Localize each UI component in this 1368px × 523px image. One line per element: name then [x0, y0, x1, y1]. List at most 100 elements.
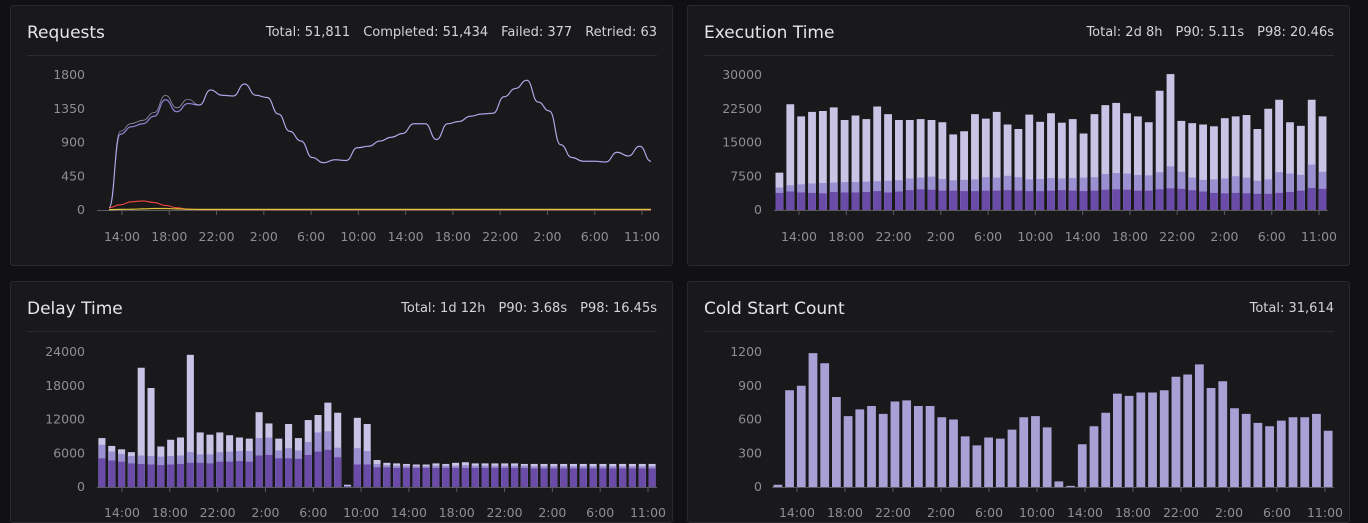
- x-tick-label: 11:00: [1301, 229, 1337, 244]
- cold-start-bar-chart[interactable]: 0 300 600 900 1200 14:00 18:00 22:00 2:00 6:00 10:…: [688, 282, 1349, 522]
- bar-median: [167, 464, 175, 487]
- cold-start-bar: [1171, 376, 1181, 487]
- bar-p98: [1014, 129, 1023, 210]
- x-tick-label: 6:00: [297, 229, 325, 244]
- y-tick-label: 900: [738, 378, 762, 393]
- requests-title: Requests: [27, 23, 105, 43]
- execution-bar-chart[interactable]: 0 7500 15000 22500 30000 14:00 18:00 22:00 2:00 6…: [688, 6, 1349, 265]
- bar-p98: [949, 134, 958, 210]
- bar-p98: [1101, 105, 1110, 210]
- x-tick-label: 18:00: [152, 505, 188, 520]
- cold-start-bar: [1323, 430, 1333, 487]
- x-tick-label: 11:00: [630, 505, 666, 520]
- x-tick-label: 2:00: [538, 505, 566, 520]
- y-tick-label: 15000: [722, 135, 762, 150]
- bar-p98: [1166, 74, 1175, 210]
- x-tick-label: 22:00: [1159, 229, 1195, 244]
- stat-failed: Failed: 377: [501, 25, 573, 40]
- cold-start-bar: [1218, 381, 1228, 487]
- bar-median: [1166, 188, 1175, 210]
- y-tick-label: 1350: [53, 101, 85, 116]
- bar-median: [981, 190, 990, 210]
- x-tick-label: 22:00: [200, 505, 236, 520]
- bar-median: [619, 468, 627, 487]
- bar-median: [540, 468, 548, 487]
- cold-start-bar: [1312, 413, 1321, 488]
- bar-p98: [147, 388, 155, 487]
- cold-start-bar: [1089, 426, 1099, 487]
- cold-start-bar: [1113, 393, 1122, 488]
- cold-start-bar: [832, 397, 841, 487]
- delay-stats: Total: 1d 12h P90: 3.68s P98: 16.45s: [388, 301, 657, 316]
- bar-p98: [343, 484, 352, 487]
- bar-median: [550, 468, 558, 487]
- bar-median: [1025, 191, 1034, 210]
- stat-p98: P98: 20.46s: [1257, 25, 1334, 40]
- bar-p98: [1144, 122, 1153, 210]
- bar-median: [127, 463, 135, 488]
- separator: [704, 55, 1334, 56]
- bar-median: [314, 451, 322, 487]
- bar-median: [905, 190, 914, 210]
- bar-p98: [137, 367, 145, 487]
- bar-median: [569, 468, 578, 487]
- cold-start-bar: [1007, 429, 1017, 488]
- requests-line-chart[interactable]: 0 450 900 1350 1800 14:00 18:00 22:00 2:00 6:00 10…: [11, 6, 672, 265]
- cold-start-bar: [890, 401, 900, 487]
- bar-median: [216, 461, 224, 487]
- bar-median: [402, 467, 411, 488]
- delay-bar-chart[interactable]: 0 6000 12000 18000 24000 14:00 18:00 22:00 2:00 6…: [11, 282, 672, 522]
- cold-start-stats: Total: 31,614: [1237, 301, 1334, 316]
- bar-median: [648, 468, 656, 487]
- cold-start-bar: [1077, 444, 1087, 487]
- bar-median: [137, 463, 145, 487]
- cold-start-bar: [1194, 364, 1204, 488]
- bar-median: [818, 193, 827, 210]
- cold-start-bar: [1159, 390, 1169, 487]
- bar-p98: [895, 120, 903, 210]
- bar-median: [1231, 192, 1240, 210]
- bar-median: [245, 461, 253, 487]
- cold-start-bar: [1066, 485, 1075, 488]
- cold-start-bar: [855, 409, 865, 488]
- bar-p98: [1123, 113, 1131, 210]
- y-tick-label: 900: [61, 135, 85, 150]
- bar-median: [1307, 187, 1316, 210]
- x-tick-label: 22:00: [482, 229, 518, 244]
- bar-p98: [905, 120, 914, 210]
- x-tick-label: 22:00: [199, 229, 235, 244]
- bar-median: [808, 192, 816, 210]
- stat-total: Total: 1d 12h: [401, 301, 486, 316]
- x-tick-label: 14:00: [104, 505, 140, 520]
- y-tick-label: 450: [61, 168, 85, 183]
- x-tick-label: 18:00: [151, 229, 187, 244]
- x-tick-label: 14:00: [1067, 505, 1103, 520]
- bar-median: [1253, 193, 1262, 210]
- bar-median: [949, 190, 958, 210]
- failed-series-line: [108, 200, 651, 211]
- bar-median: [992, 190, 1001, 210]
- bar-median: [1079, 191, 1088, 210]
- y-tick-label: 600: [738, 412, 762, 427]
- bar-median: [1286, 192, 1294, 210]
- bar-median: [432, 467, 440, 488]
- bar-p98: [1188, 123, 1197, 210]
- x-tick-label: 14:00: [391, 505, 427, 520]
- bar-p98: [797, 116, 806, 210]
- x-tick-label: 6:00: [586, 505, 614, 520]
- bar-median: [186, 462, 194, 487]
- cold-start-bar: [1183, 374, 1193, 487]
- bar-p98: [971, 114, 979, 210]
- x-tick-label: 6:00: [975, 505, 1003, 520]
- bar-median: [206, 463, 214, 488]
- stat-total: Total: 2d 8h: [1086, 25, 1163, 40]
- bar-median: [511, 467, 519, 488]
- bar-median: [393, 467, 401, 488]
- bar-median: [1112, 189, 1121, 210]
- cold-start-title: Cold Start Count: [704, 299, 845, 319]
- bar-p98: [1079, 133, 1088, 210]
- bar-median: [108, 460, 116, 487]
- bar-median: [294, 458, 302, 488]
- cold-start-bar: [1241, 413, 1251, 488]
- cold-start-bar: [913, 406, 923, 487]
